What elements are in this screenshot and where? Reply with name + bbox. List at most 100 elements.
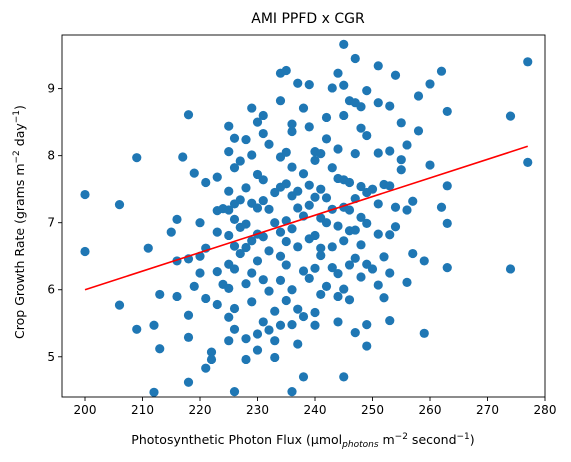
data-point (281, 147, 291, 157)
data-point (339, 284, 349, 294)
data-point (408, 248, 418, 259)
data-point (373, 280, 383, 290)
data-point (235, 195, 245, 205)
data-point (390, 222, 401, 232)
data-point (114, 300, 125, 310)
data-point (287, 285, 297, 295)
data-point (344, 295, 355, 305)
data-point (270, 187, 280, 198)
data-point (310, 263, 320, 273)
y-axis-label-end: ) (12, 105, 27, 110)
data-point (287, 320, 297, 330)
data-point (195, 218, 205, 228)
data-point (304, 180, 314, 190)
data-point (201, 363, 211, 373)
data-point (350, 328, 360, 338)
data-point (183, 332, 194, 342)
data-point (241, 354, 251, 365)
data-point (155, 344, 165, 354)
data-point (224, 186, 234, 196)
data-point (327, 163, 337, 173)
data-point (373, 148, 383, 158)
data-point (304, 80, 314, 90)
data-point (385, 268, 395, 278)
data-point (390, 202, 401, 212)
data-point (321, 218, 332, 228)
data-point (264, 139, 274, 149)
data-point (258, 175, 268, 185)
data-point (229, 163, 240, 173)
x-tick-label: 210 (131, 403, 154, 417)
data-point (413, 126, 424, 136)
data-point (172, 214, 182, 224)
data-point (356, 212, 366, 222)
data-point (183, 110, 194, 120)
data-point (275, 275, 286, 285)
data-point (206, 347, 217, 357)
data-point (229, 264, 240, 274)
y-tick-label: 8 (47, 149, 55, 163)
data-point (333, 68, 343, 78)
data-point (247, 103, 257, 113)
data-point (80, 189, 90, 200)
data-point (350, 149, 360, 159)
x-axis-label: Photosynthetic Photon Flux (μmolphotons … (131, 432, 474, 450)
data-point (212, 172, 222, 182)
data-point (270, 218, 280, 228)
data-point (362, 320, 372, 330)
x-axis-label-sup2: −1 (457, 432, 470, 442)
data-point (298, 266, 309, 276)
trend-line (84, 145, 528, 291)
data-point (270, 306, 280, 316)
data-point (183, 310, 194, 320)
data-point (132, 153, 142, 163)
data-point (264, 246, 274, 256)
data-point (350, 225, 360, 235)
data-point (298, 372, 309, 382)
data-point (344, 260, 355, 270)
data-point (293, 339, 303, 349)
data-point (367, 184, 378, 194)
data-point (362, 86, 372, 96)
y-tick-label: 9 (47, 82, 55, 96)
y-tick-label: 7 (47, 216, 55, 230)
data-point (505, 111, 516, 121)
data-point (304, 200, 314, 210)
data-point (379, 252, 389, 262)
data-point (413, 91, 424, 101)
data-point (224, 283, 234, 293)
data-point (321, 134, 332, 144)
x-axis-label-subscript: photons (341, 440, 379, 450)
data-point (362, 218, 372, 228)
data-point (419, 328, 429, 338)
data-point (287, 119, 297, 129)
data-point (189, 281, 199, 291)
data-point (281, 179, 291, 189)
data-point (258, 232, 268, 242)
data-point (442, 181, 452, 191)
data-point (293, 186, 303, 196)
data-point (275, 227, 286, 237)
y-axis-label: Crop Growth Rate (grams m−2 day−1) (12, 105, 27, 339)
x-tick-label: 230 (246, 403, 269, 417)
data-point (396, 118, 406, 128)
data-point (281, 65, 291, 76)
x-axis-label-prefix: Photosynthetic Photon Flux (μmol (131, 432, 342, 447)
data-point (258, 195, 268, 206)
data-point (316, 184, 326, 194)
data-point (275, 251, 286, 261)
data-point (224, 147, 234, 157)
data-point (206, 354, 217, 365)
data-point (270, 352, 280, 363)
x-tick-label: 240 (304, 403, 327, 417)
data-point (270, 336, 280, 346)
data-point (264, 325, 274, 335)
data-point (281, 295, 291, 306)
data-point (275, 320, 286, 330)
data-point (408, 196, 418, 206)
y-axis-label-prefix: Crop Growth Rate (grams m (12, 163, 27, 338)
data-point (224, 336, 234, 346)
x-tick-label: 260 (419, 403, 442, 417)
data-point (333, 144, 343, 154)
data-point (132, 324, 142, 334)
